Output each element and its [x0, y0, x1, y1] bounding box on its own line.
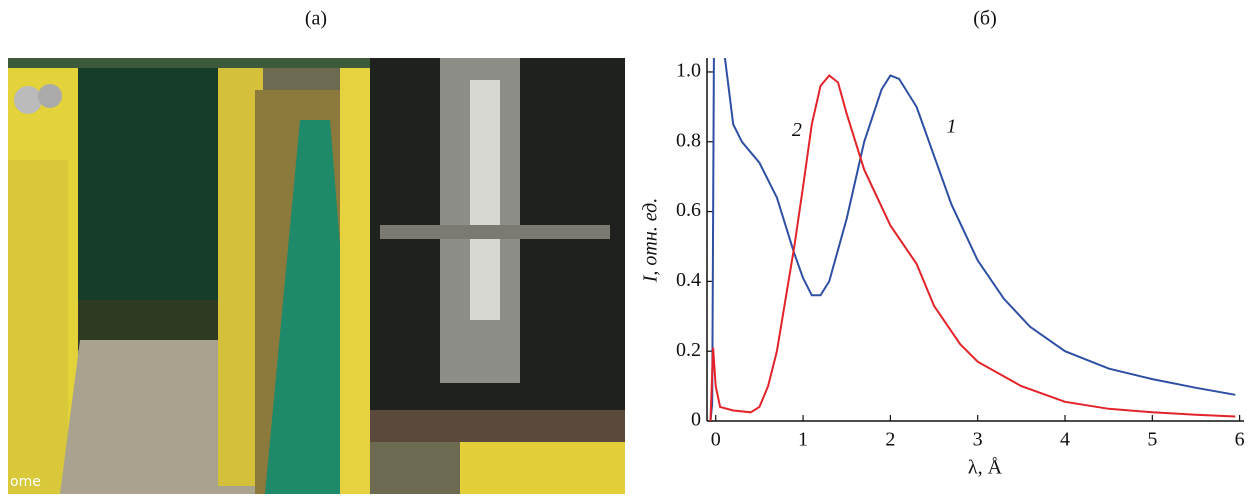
y-axis-label: I, отн. ед. [640, 198, 662, 284]
x-tick-label: 5 [1147, 429, 1157, 451]
x-tick-label: 3 [973, 429, 983, 451]
photo: ome [8, 58, 625, 494]
panel-label: (б) [973, 8, 997, 30]
y-tick-label: 0.2 [676, 339, 701, 361]
y-tick-label: 0.4 [676, 269, 701, 291]
x-tick-label: 4 [1060, 429, 1070, 451]
line-series [709, 74, 1236, 422]
x-tick-label: 0 [711, 429, 721, 451]
series-label: 2 [792, 119, 802, 141]
x-tick-label: 2 [885, 429, 895, 451]
x-tick-label: 6 [1235, 429, 1245, 451]
y-tick-label: 0.8 [676, 129, 701, 151]
y-tick-label: 0.6 [676, 199, 701, 221]
x-axis-label: λ, Å [968, 457, 1003, 479]
plot-area [709, 58, 1236, 422]
x-tick-label: 1 [798, 429, 808, 451]
photo-overlay-text: ome [10, 474, 41, 490]
series-label: 1 [946, 115, 956, 137]
line-series [709, 58, 1236, 422]
y-tick-label: 1.0 [676, 60, 701, 82]
panel-label: (a) [305, 8, 327, 30]
y-tick-label: 0 [691, 409, 701, 431]
